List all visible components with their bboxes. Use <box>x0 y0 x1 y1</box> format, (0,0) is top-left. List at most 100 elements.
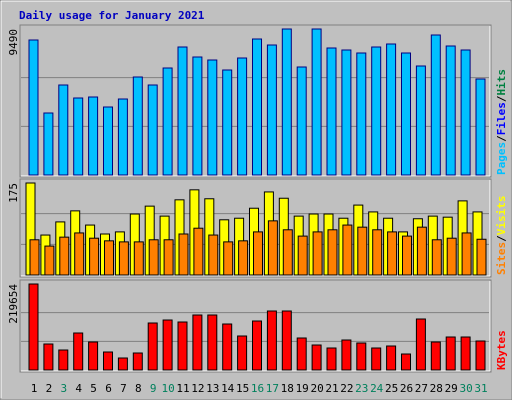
legend-entry: Sites <box>495 242 508 275</box>
x-tick-label: 18 <box>281 382 294 395</box>
bar <box>207 314 218 371</box>
x-tick-label: 12 <box>191 382 204 395</box>
x-tick-label: 29 <box>445 382 458 395</box>
bar <box>415 318 426 371</box>
bar <box>104 240 114 276</box>
bar <box>237 57 248 176</box>
bar <box>43 343 54 371</box>
legend-entry: Visits <box>495 196 508 236</box>
bar <box>58 84 69 176</box>
x-tick-label: 3 <box>60 382 67 395</box>
x-tick-label: 7 <box>120 382 127 395</box>
bar <box>416 226 427 276</box>
bar <box>253 231 263 276</box>
bar <box>74 232 85 276</box>
bar <box>237 335 248 371</box>
x-tick-label: 8 <box>135 382 142 395</box>
bar <box>341 49 352 176</box>
chart-title: Daily usage for January 2021 <box>19 9 205 22</box>
bar <box>117 98 128 176</box>
x-tick-label: 10 <box>161 382 174 395</box>
x-tick-label: 4 <box>75 382 82 395</box>
x-tick-label: 19 <box>296 382 309 395</box>
x-tick-label: 22 <box>340 382 353 395</box>
bar <box>282 229 293 276</box>
bar <box>326 347 337 371</box>
bar <box>132 352 143 371</box>
bar <box>356 52 367 176</box>
x-tick-label: 1 <box>31 382 38 395</box>
x-tick-label: 28 <box>430 382 443 395</box>
legend-entry: KBytes <box>495 330 508 370</box>
bar <box>281 310 292 371</box>
bar <box>445 336 456 371</box>
x-tick-label: 9 <box>150 382 157 395</box>
bar <box>312 231 323 276</box>
bar <box>162 67 173 176</box>
legend-separator: / <box>495 235 508 242</box>
legend-separator: / <box>495 135 508 142</box>
bar <box>117 357 128 371</box>
x-tick-label: 30 <box>459 382 472 395</box>
bar <box>59 236 70 276</box>
bar <box>311 344 322 371</box>
bar <box>29 239 40 276</box>
bar <box>28 39 39 176</box>
x-tick-label: 20 <box>310 382 323 395</box>
bar <box>372 229 383 276</box>
bar <box>296 66 307 176</box>
bar <box>430 341 441 371</box>
bar <box>147 322 158 371</box>
x-tick-label: 26 <box>400 382 413 395</box>
bar <box>148 239 159 276</box>
bar <box>147 84 158 176</box>
bar <box>103 351 113 371</box>
bar <box>43 112 54 176</box>
x-tick-label: 14 <box>221 382 235 395</box>
x-tick-label: 15 <box>236 382 249 395</box>
bar <box>177 321 188 371</box>
bar <box>460 49 471 176</box>
bar <box>401 52 411 176</box>
legend: KBytes <box>495 330 508 370</box>
bar <box>401 353 411 371</box>
bar <box>88 341 99 371</box>
legend-entry: Hits <box>495 69 508 96</box>
bar <box>88 96 99 176</box>
bar <box>430 34 441 176</box>
bar <box>208 234 219 276</box>
x-tick-label: 25 <box>385 382 398 395</box>
x-tick-label: 17 <box>266 382 279 395</box>
bar <box>192 314 203 371</box>
bar <box>89 237 100 276</box>
legend: Sites/Visits <box>495 196 508 276</box>
bar <box>223 241 234 276</box>
bar <box>475 340 486 371</box>
bar <box>326 47 337 176</box>
bar <box>357 226 368 276</box>
bar <box>192 56 203 176</box>
bar <box>342 224 353 276</box>
bar <box>103 106 113 176</box>
x-tick-label: 6 <box>105 382 112 395</box>
bar <box>461 232 472 276</box>
bar <box>73 97 84 176</box>
bar <box>193 227 204 276</box>
legend-entry: Files <box>495 102 508 135</box>
y-tick-label: 219654 <box>7 284 20 324</box>
bar <box>371 46 382 176</box>
x-tick-label: 23 <box>355 382 368 395</box>
bar <box>252 38 262 176</box>
bar <box>475 78 486 176</box>
bar <box>445 45 456 176</box>
bar <box>118 241 129 276</box>
x-tick-label: 13 <box>206 382 219 395</box>
y-tick-label: 9490 <box>7 29 20 56</box>
legend-separator: / <box>495 95 508 102</box>
x-tick-label: 2 <box>46 382 53 395</box>
x-tick-label: 31 <box>474 382 487 395</box>
bar <box>386 345 397 371</box>
x-tick-label: 16 <box>251 382 264 395</box>
x-tick-label: 24 <box>370 382 384 395</box>
